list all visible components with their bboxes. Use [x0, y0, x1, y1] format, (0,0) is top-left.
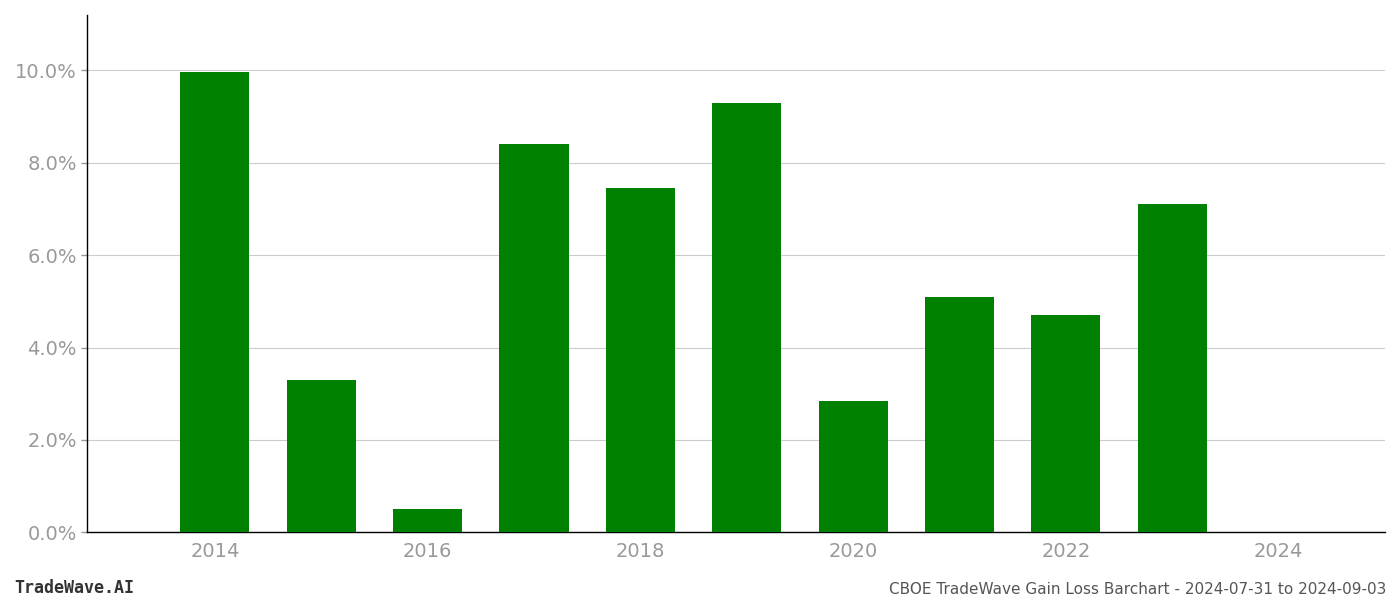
Text: CBOE TradeWave Gain Loss Barchart - 2024-07-31 to 2024-09-03: CBOE TradeWave Gain Loss Barchart - 2024…: [889, 582, 1386, 597]
Text: TradeWave.AI: TradeWave.AI: [14, 579, 134, 597]
Bar: [606, 188, 675, 532]
Bar: [713, 103, 781, 532]
Bar: [819, 401, 888, 532]
Bar: [393, 509, 462, 532]
Bar: [500, 145, 568, 532]
Bar: [287, 380, 356, 532]
Bar: [1138, 205, 1207, 532]
Bar: [925, 297, 994, 532]
Bar: [181, 72, 249, 532]
Bar: [1032, 315, 1100, 532]
